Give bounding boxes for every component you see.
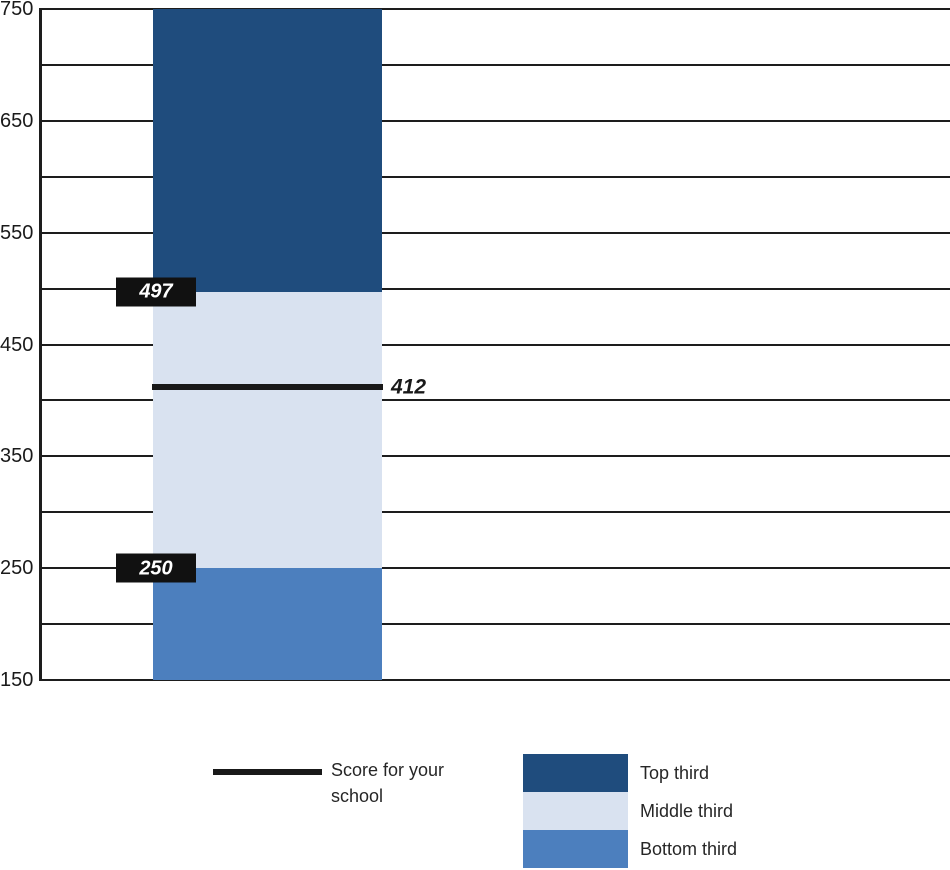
bottom-third-swatch [523,830,628,868]
y-axis-tick-label: 750 [0,0,34,20]
legend-label-top-third: Top third [640,762,710,783]
y-axis-tick-label: 350 [0,445,34,468]
legend-label-middle-third: Middle third [640,800,734,821]
y-axis-line [39,8,42,681]
gridline [39,679,950,681]
gridline [39,231,950,234]
legend-labels: Top third Middle third Bottom third [640,754,737,868]
gridline [39,287,950,290]
score-line [152,383,383,390]
legend-color-swatches [523,754,628,868]
gridline [39,455,950,458]
gridline [39,8,950,10]
gridline [39,567,950,570]
boundary-value-text: 497 [139,280,173,303]
bar-segment-bottom-third [153,568,382,680]
middle-third-swatch [523,792,628,830]
y-axis-tick-label: 550 [0,221,34,244]
gridline [39,343,950,346]
bar-segment-middle-third [153,291,382,569]
legend-label-bottom-third: Bottom third [640,838,738,859]
y-axis-tick-label: 250 [0,557,34,580]
y-axis-tick-label: 650 [0,109,34,132]
gridline [39,63,950,66]
score-line-value-label: 412 [391,375,427,399]
boundary-value-box-497: 497 [116,277,196,307]
bar-segment-top-third [153,9,382,292]
boundary-value-box-250: 250 [116,553,196,583]
gridline [39,399,950,402]
gridline [39,119,950,122]
score-line-legend-label: Score for your school [331,760,445,806]
gridline [39,623,950,626]
boundary-value-text: 250 [139,557,173,580]
top-third-swatch [523,754,628,792]
score-line-legend-swatch [213,769,322,775]
y-axis-tick-label: 150 [0,669,34,691]
gridline [39,511,950,514]
y-axis-tick-label: 450 [0,333,34,356]
gridline [39,175,950,178]
